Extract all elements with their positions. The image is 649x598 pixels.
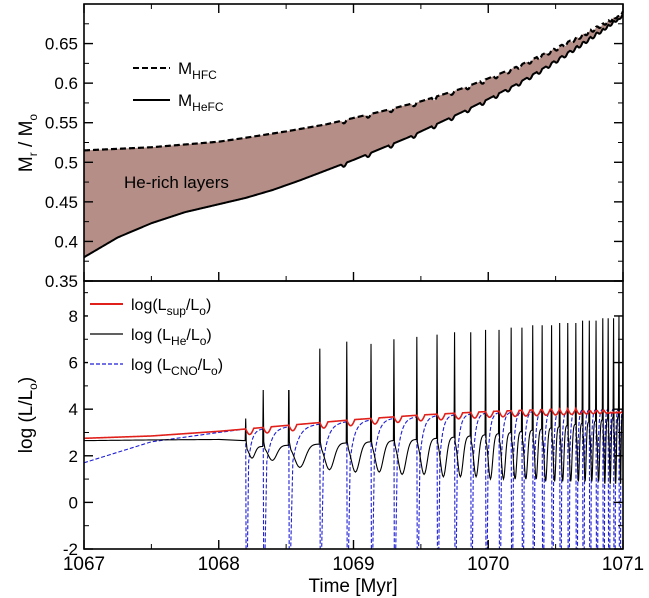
bottom-y-tick-label: 4 xyxy=(69,400,78,419)
bottom-x-tick-label: 1069 xyxy=(332,554,374,575)
bottom-y-tick-label: 0 xyxy=(69,493,78,512)
top-panel: 0.35 0.4 0.45 0.5 0.55 0.6 0.65 He-rich layers… xyxy=(16,4,624,291)
top-y-tick-label: 0.45 xyxy=(45,193,78,212)
bottom-x-tick-label: 1067 xyxy=(63,554,105,575)
bottom-legend: log(Lsup/Lo) log (LHe/Lo) log (LCNO/Lo) xyxy=(88,290,293,390)
top-y-tick-label: 0.5 xyxy=(54,153,78,172)
top-annotation: He-rich layers xyxy=(124,173,229,192)
top-y-tick-label: 0.65 xyxy=(45,35,78,54)
series-m-hfc xyxy=(84,10,623,152)
bottom-y-tick-label: -2 xyxy=(63,540,78,559)
bottom-x-tick-label: 1071 xyxy=(602,554,644,575)
top-y-tick-label: 0.4 xyxy=(54,232,78,251)
bottom-legend-label: log(Lsup/Lo) xyxy=(131,297,211,318)
bottom-y-tick-label: 6 xyxy=(69,354,78,373)
bottom-panel: -2 0 2 4 6 8 1067 1068 1069 1070 1071 log(Lsup/Lo… xyxy=(16,290,644,597)
top-y-tick-label: 0.35 xyxy=(45,272,78,291)
bottom-x-tick-label: 1070 xyxy=(467,554,509,575)
bottom-legend-label: log (LCNO/Lo) xyxy=(131,357,223,378)
top-y-tick-label: 0.55 xyxy=(45,114,78,133)
he-rich-region xyxy=(84,11,623,258)
top-legend-label: MHeFC xyxy=(178,91,224,114)
series-l-sup xyxy=(84,406,623,440)
bottom-y-tick-label: 8 xyxy=(69,307,78,326)
bottom-x-tick-label: 1068 xyxy=(198,554,240,575)
top-y-tick-label: 0.6 xyxy=(54,74,78,93)
series-l-cno xyxy=(84,406,623,549)
bottom-legend-label: log (LHe/Lo) xyxy=(131,327,212,348)
series-m-hefc xyxy=(84,13,623,259)
bottom-panel-frame xyxy=(83,280,624,550)
top-legend: MHFC MHeFC xyxy=(133,59,224,114)
bottom-y-tick-label: 2 xyxy=(69,447,78,466)
bottom-legend-background xyxy=(88,290,293,390)
bottom-y-axis-label: log (L/Lo) xyxy=(16,377,40,453)
top-legend-label: MHFC xyxy=(178,59,217,82)
series-l-he xyxy=(84,315,623,484)
top-y-axis-label: Mr / Mo xyxy=(16,114,40,173)
x-axis-label: Time [Myr] xyxy=(308,576,397,597)
